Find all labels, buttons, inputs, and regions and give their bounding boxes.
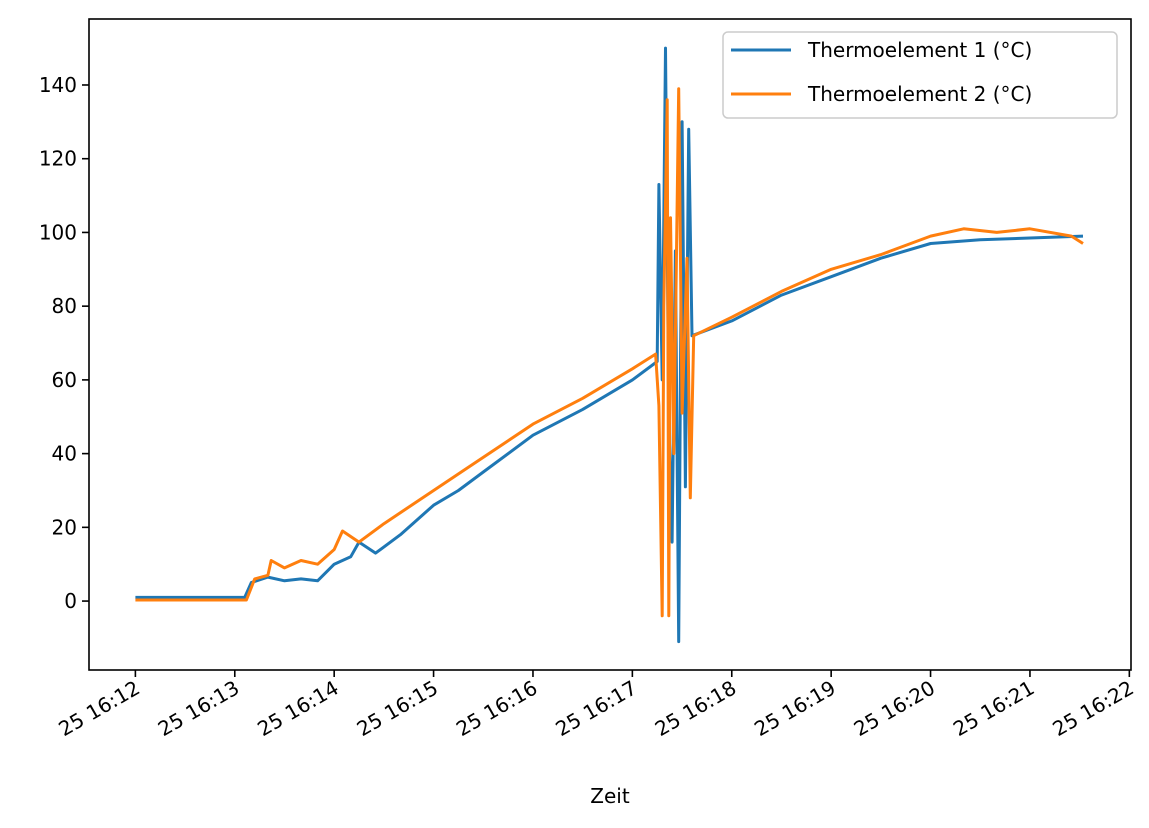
y-tick-label: 0 [64, 589, 77, 613]
legend: Thermoelement 1 (°C) Thermoelement 2 (°C… [722, 31, 1118, 119]
y-tick-label: 40 [52, 442, 77, 466]
x-tick-label: 25 16:20 [850, 676, 939, 742]
y-tick-label: 20 [52, 515, 77, 539]
legend-label-2: Thermoelement 2 (°C) [807, 82, 1032, 106]
y-tick-label: 140 [39, 73, 77, 97]
x-tick-label: 25 16:21 [949, 676, 1038, 742]
x-tick-label: 25 16:18 [651, 676, 740, 742]
y-axis: 0 20 40 60 80 100 120 140 [39, 73, 89, 613]
y-tick-label: 100 [39, 220, 77, 244]
x-tick-label: 25 16:17 [551, 676, 640, 742]
series-line-2 [135, 87, 1084, 618]
x-tick-label: 25 16:13 [154, 676, 243, 742]
x-axis-label: Zeit [590, 784, 630, 808]
legend-label-1: Thermoelement 1 (°C) [807, 38, 1032, 62]
y-tick-label: 120 [39, 147, 77, 171]
y-tick-label: 80 [52, 294, 77, 318]
series-lines [135, 46, 1084, 644]
y-tick-label: 60 [52, 368, 77, 392]
x-tick-label: 25 16:19 [750, 676, 839, 742]
x-tick-label: 25 16:12 [54, 676, 143, 742]
x-axis: 25 16:12 25 16:13 25 16:14 25 16:15 25 16:16… [54, 670, 1138, 742]
plot-frame [88, 18, 1132, 671]
x-tick-label: 25 16:15 [353, 676, 442, 742]
x-tick-label: 25 16:22 [1048, 676, 1137, 742]
x-tick-label: 25 16:16 [452, 676, 541, 742]
x-tick-label: 25 16:14 [253, 676, 342, 742]
series-line-1 [135, 46, 1084, 644]
